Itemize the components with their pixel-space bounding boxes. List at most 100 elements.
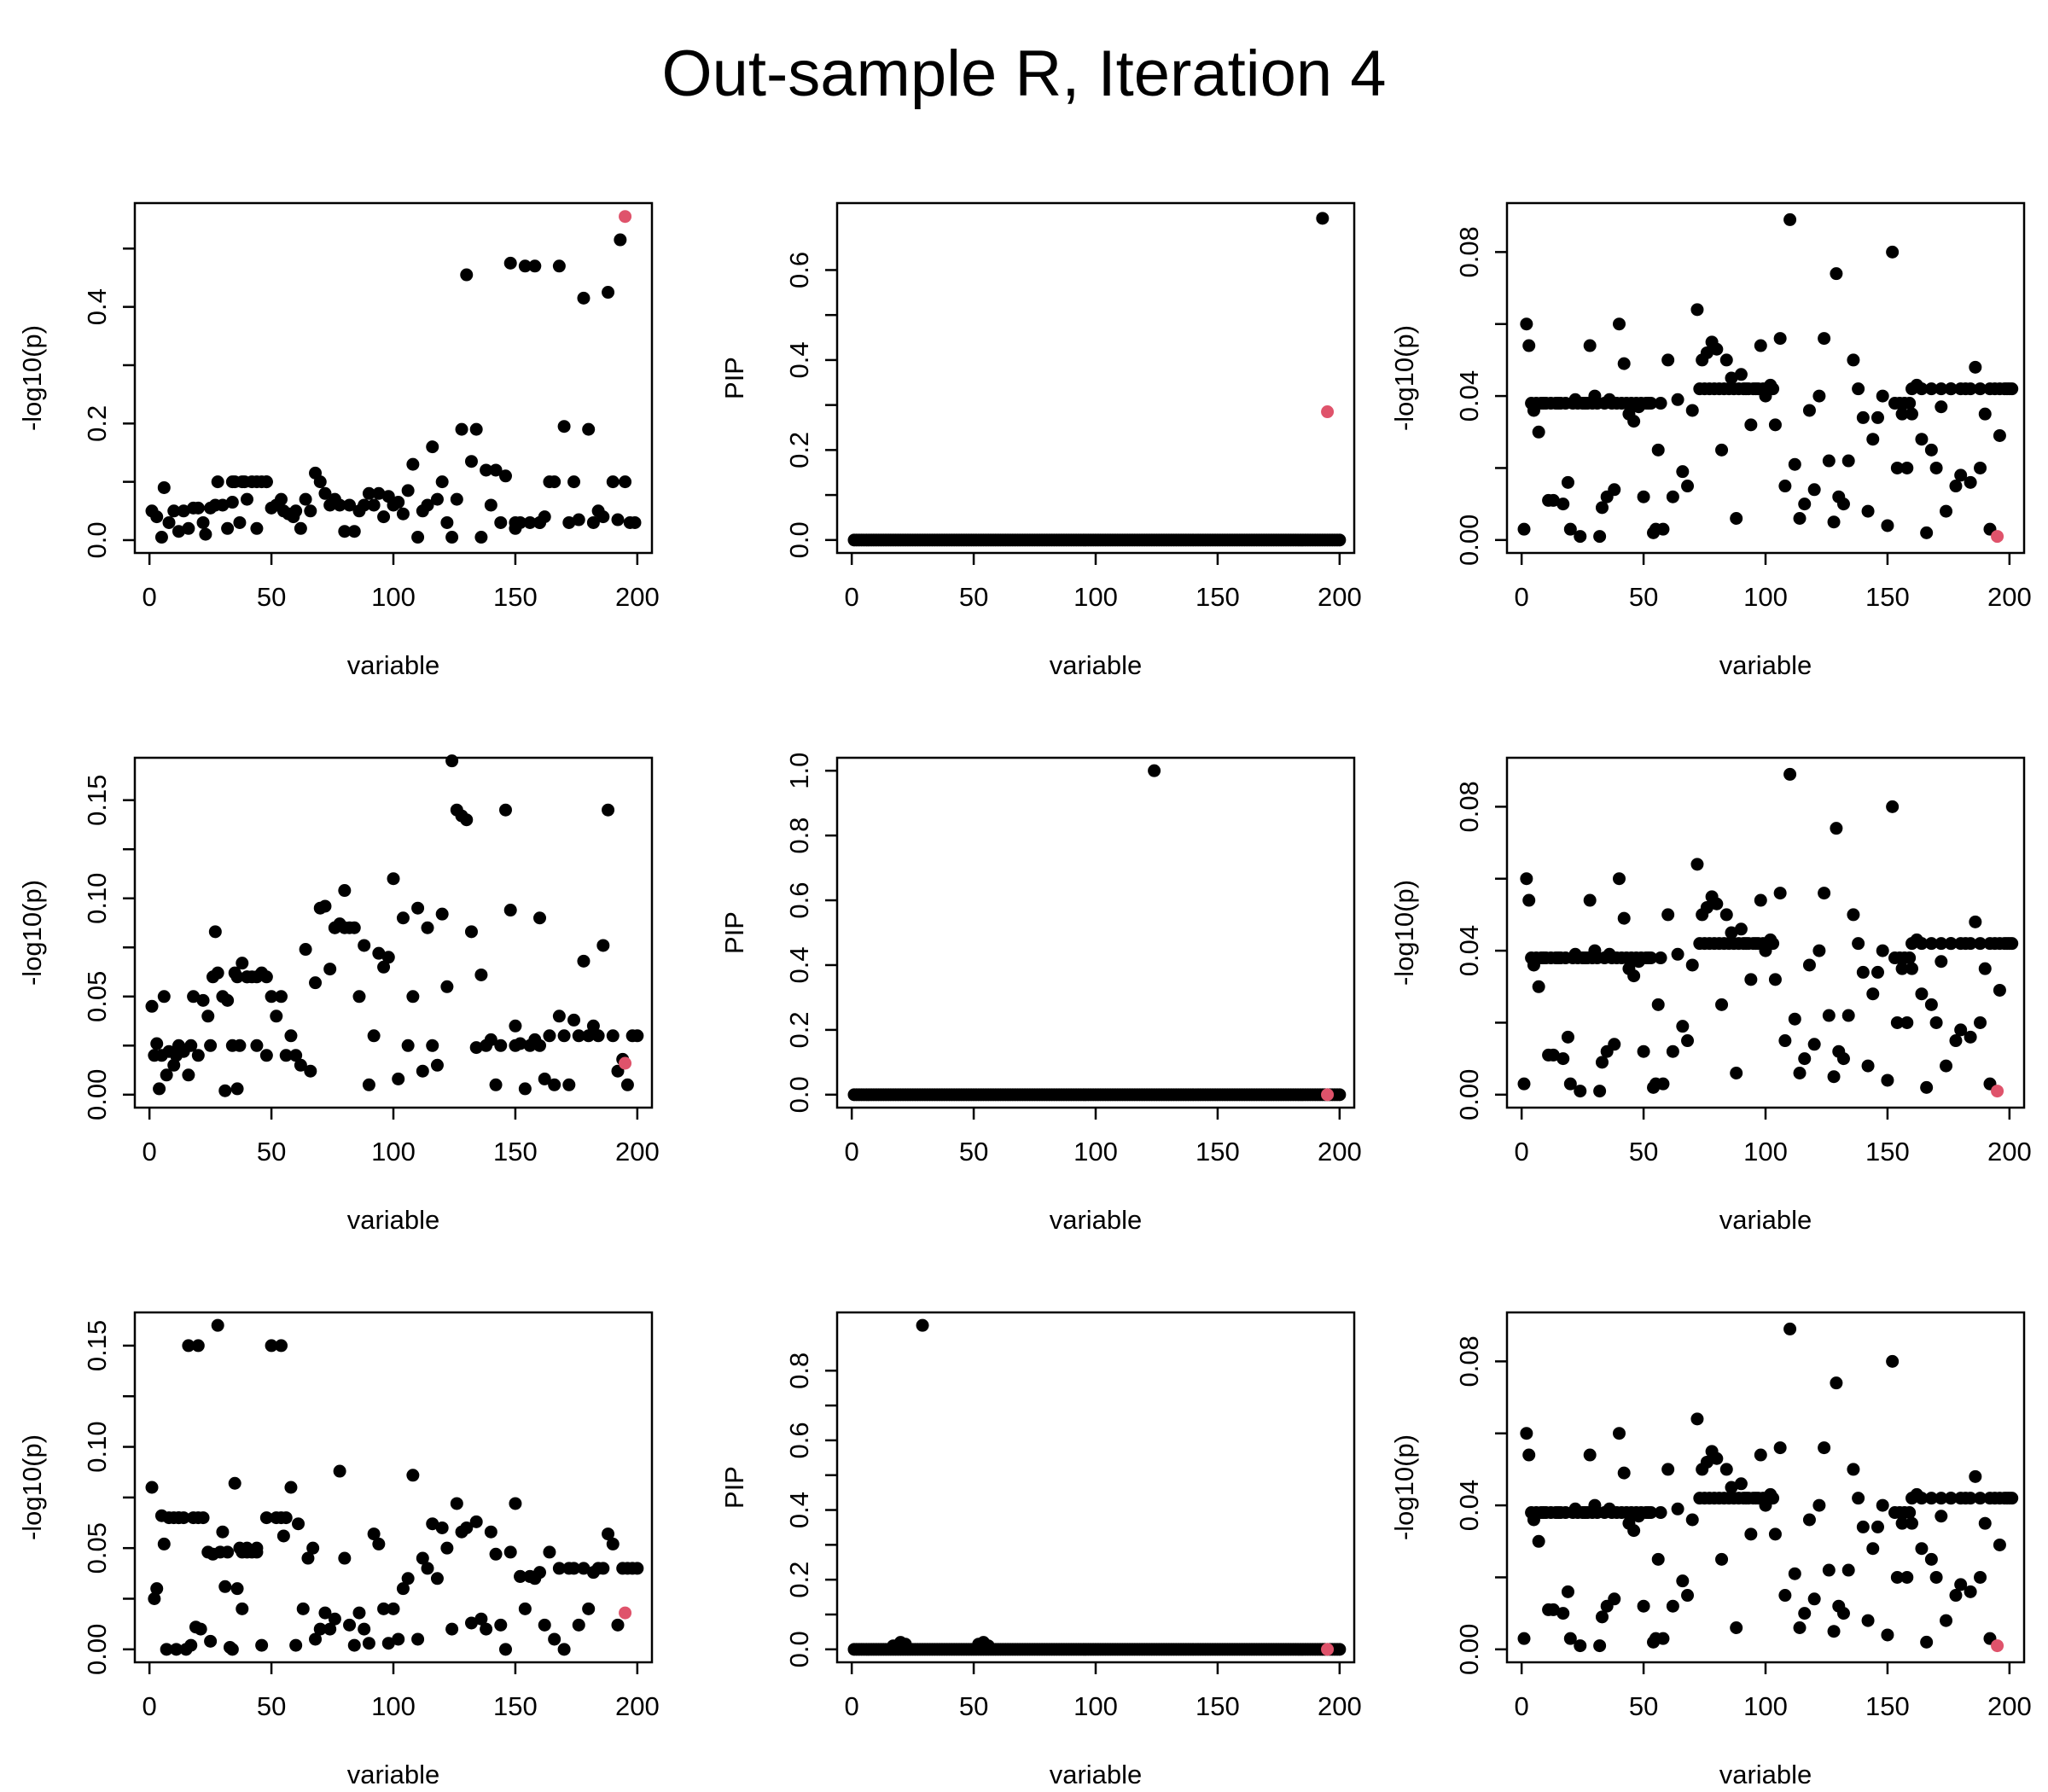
y-tick-label: 0.2 [784,432,814,468]
y-tick-label: 0.00 [1454,515,1484,566]
data-point [1768,1527,1782,1541]
data-point [1517,1077,1531,1091]
y-tick-label: 0.04 [1454,1480,1484,1531]
data-point [367,498,381,512]
data-point [1719,353,1733,367]
x-axis-label: variable [1050,1205,1143,1235]
panel-p1: 0 50 100 150 200 0.0 0.2 0.4 variable -log10(p) [17,201,660,680]
data-point [1841,1563,1855,1577]
data-point [1900,461,1914,474]
x-tick-label: 50 [257,1137,286,1167]
data-point [1617,357,1631,370]
data-point [1690,303,1704,317]
data-point [275,492,288,506]
data-point [1807,1592,1821,1606]
data-point [1556,1052,1570,1066]
data-point [1940,504,1953,518]
data-point [1666,1599,1679,1613]
data-point [631,1562,644,1575]
data-point [1608,1592,1621,1606]
data-point [1935,955,1948,969]
highlight-point [1991,1639,2004,1653]
data-point [1783,767,1797,781]
data-point [1964,475,1977,489]
data-point [1974,937,1987,951]
data-point [328,921,341,934]
data-point [1676,465,1690,479]
data-point [1671,947,1684,961]
data-point [1915,987,1929,1001]
data-point [259,1049,273,1062]
data-point [265,990,278,1004]
data-point [1627,415,1641,428]
data-point [411,531,425,544]
data-point [145,999,159,1013]
data-point [1681,480,1695,493]
data-point [1905,937,1919,951]
data-point [1830,822,1843,835]
data-point [1924,998,1938,1011]
data-point [1681,1034,1695,1048]
data-point [1964,1492,1977,1505]
data-point [503,904,517,917]
data-point [498,1643,512,1656]
data-point [1807,1038,1821,1051]
data-point [255,1638,269,1652]
data-point [1895,962,1909,975]
x-tick-label: 0 [143,1691,157,1721]
data-point [1974,1015,1987,1029]
data-point [347,921,361,934]
data-point [1822,1563,1836,1577]
data-point [1935,937,1948,951]
x-tick-label: 100 [371,582,416,612]
x-tick-label: 200 [1318,1137,1362,1167]
data-point [1520,1427,1533,1440]
data-point [225,496,239,509]
data-point [1793,1067,1807,1080]
data-point [1546,1048,1560,1062]
data-point [602,286,615,300]
data-point [596,1562,610,1575]
data-point [1793,512,1807,526]
data-point [377,960,391,974]
data-point [1920,526,1934,539]
x-tick-label: 100 [1743,1691,1788,1721]
panel-p8: 0 50 100 150 200 0.0 0.2 0.4 0.6 0.8 variable PIP [719,1311,1362,1789]
data-point [1798,1052,1812,1066]
data-point [1944,1492,1958,1505]
data-point [1871,1520,1884,1533]
data-point [611,513,625,527]
data-point [1841,454,1855,468]
data-point [292,1517,305,1531]
x-tick-label: 200 [1987,582,2032,612]
data-point [240,492,253,506]
data-point [154,531,168,544]
data-point [518,1082,532,1096]
x-tick-label: 200 [1318,1691,1362,1721]
data-point [421,498,434,512]
data-point [509,1019,522,1033]
data-point [1852,382,1865,396]
data-point [240,970,253,984]
data-point [236,957,249,970]
data-point [372,486,386,500]
data-point [148,1591,161,1605]
x-tick-label: 200 [1987,1137,2032,1167]
data-point [1905,382,1919,396]
y-tick-label: 0.00 [82,1624,112,1675]
panel-p3: 0 50 100 150 200 0.00 0.04 0.08 variable -log10(p… [1389,201,2032,680]
data-point [194,1622,207,1636]
data-point [1924,443,1938,457]
data-point [204,1039,218,1052]
data-point [1920,1080,1934,1094]
data-point [916,1318,929,1332]
data-point [1881,1628,1894,1642]
data-point [323,1622,337,1636]
data-point [591,1029,605,1043]
y-tick-label: 0.6 [784,1422,814,1458]
data-point [1900,1015,1914,1029]
data-point [1627,969,1641,983]
data-point [586,1019,600,1033]
highlight-point [619,1606,632,1620]
data-point [1773,1441,1787,1455]
